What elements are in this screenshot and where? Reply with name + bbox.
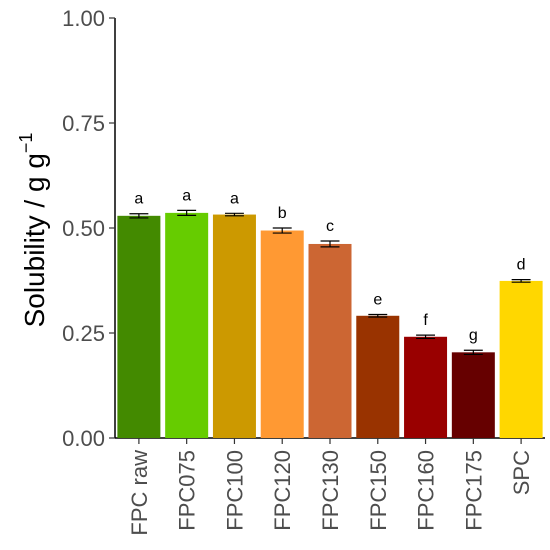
bar [356,315,400,438]
x-axis: FPC raw FPC075 FPC100 FPC120 FPC130 FPC150 FPC… [115,437,545,536]
x-tick-label: FPC175 [461,450,486,531]
significance-letter: e [373,292,382,309]
x-tick-label: SPC [509,450,534,495]
y-axis: 0.00 0.25 0.50 0.75 1.00 [62,6,116,451]
significance-letter: d [517,257,526,274]
bar [260,230,304,438]
bar [451,352,495,438]
y-axis-title-main: Solubility / g g [19,153,50,327]
x-tick-label: FPC130 [318,450,343,531]
bars [117,212,543,438]
x-tick-label: FPC150 [366,450,391,531]
significance-letter: f [423,312,428,329]
bar [212,214,256,438]
y-axis-title: Solubility / g g−1 [16,133,50,328]
y-tick-label: 0.75 [62,111,105,136]
error-bars [129,209,531,356]
bar [308,243,352,438]
y-tick-label: 0.50 [62,216,105,241]
y-tick-label: 1.00 [62,6,105,31]
significance-labels: a a a b c e f g d [134,187,525,344]
y-axis-title-superscript: −1 [16,133,36,154]
x-tick-label: FPC160 [414,450,439,531]
bar [404,336,448,438]
x-tick-label: FPC raw [127,450,152,536]
bar [117,215,161,438]
bar [499,280,543,438]
significance-letter: a [134,191,143,208]
y-tick-label: 0.25 [62,321,105,346]
x-tick-label: FPC120 [270,450,295,531]
significance-letter: b [278,205,287,222]
significance-letter: a [230,190,239,207]
y-tick-label: 0.00 [62,426,105,451]
x-tick-label: FPC100 [222,450,247,531]
significance-letter: a [182,187,191,204]
x-tick-label: FPC075 [175,450,200,531]
significance-letter: c [326,218,334,235]
significance-letter: g [469,327,478,344]
bar [165,212,209,438]
